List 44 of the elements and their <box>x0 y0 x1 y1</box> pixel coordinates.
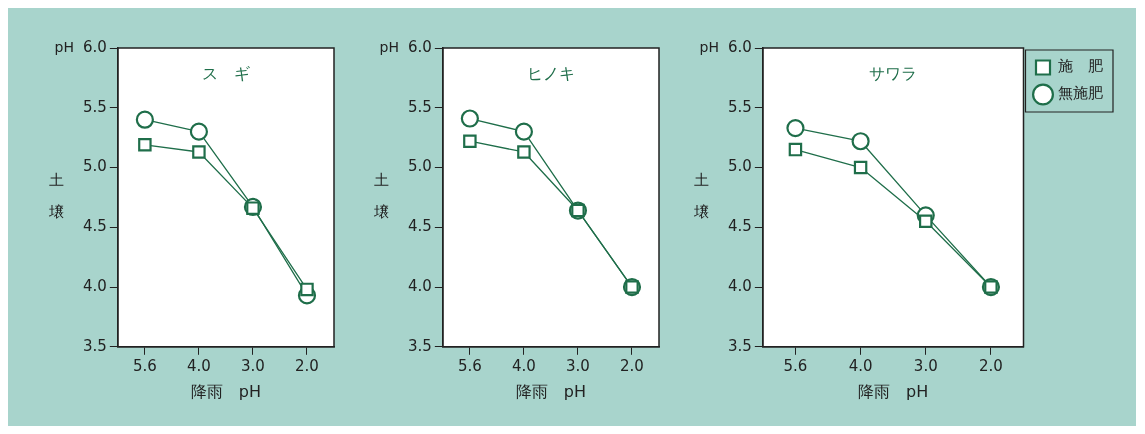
y-tick-label: 6.0 <box>408 37 432 56</box>
y-tick-label: 6.0 <box>83 37 107 56</box>
x-tick-label: 3.0 <box>566 356 590 375</box>
y-tick-label: 3.5 <box>83 336 107 355</box>
x-tick-label: 2.0 <box>620 356 644 375</box>
text: pH <box>699 38 719 55</box>
y-tick-label: 3.5 <box>728 336 752 355</box>
text: ス ギ <box>201 64 250 84</box>
x-tick-label: 4.0 <box>511 356 536 375</box>
y-axis-title: 土壌 <box>47 171 64 222</box>
y-tick-label: 5.0 <box>728 157 752 176</box>
x-tick-label: 5.6 <box>783 356 808 375</box>
legend-label: 施 肥 <box>1058 57 1103 76</box>
text: サワラ <box>869 64 918 84</box>
y-tick-label: 4.0 <box>728 276 752 295</box>
y-axis-title: 土壌 <box>692 171 709 222</box>
x-tick-label: 5.6 <box>132 356 157 375</box>
y-tick-label: 3.5 <box>408 336 432 355</box>
x-axis-title: 降雨 pH <box>515 381 587 401</box>
y-tick-label: 4.5 <box>728 217 752 236</box>
x-tick-label: 2.0 <box>978 356 1003 375</box>
y-tick-label: 4.5 <box>408 217 432 236</box>
y-axis-title: 土壌 <box>372 171 389 222</box>
x-axis-title: 降雨 pH <box>858 381 929 401</box>
x-tick-label: 4.0 <box>848 356 873 375</box>
y-tick-label: 5.5 <box>408 97 432 116</box>
text: pH <box>54 38 74 55</box>
text: ヒノキ <box>526 64 575 84</box>
x-tick-label: 3.0 <box>913 356 938 375</box>
legend-label: 無施肥 <box>1058 84 1103 103</box>
y-tick-label: 4.0 <box>83 276 107 295</box>
y-tick-label: 5.5 <box>728 97 752 116</box>
y-tick-label: 4.0 <box>408 276 432 295</box>
y-tick-label: 5.0 <box>83 157 107 176</box>
y-tick-label: 5.5 <box>83 97 107 116</box>
x-tick-label: 5.6 <box>457 356 482 375</box>
y-tick-label: 4.5 <box>83 217 107 236</box>
x-tick-label: 3.0 <box>241 356 265 375</box>
y-tick-label: 5.0 <box>408 157 432 176</box>
y-tick-label: 6.0 <box>728 37 752 56</box>
text: pH <box>379 38 399 55</box>
x-axis-title: 降雨 pH <box>190 381 262 401</box>
x-tick-label: 4.0 <box>186 356 211 375</box>
x-tick-label: 2.0 <box>295 356 319 375</box>
